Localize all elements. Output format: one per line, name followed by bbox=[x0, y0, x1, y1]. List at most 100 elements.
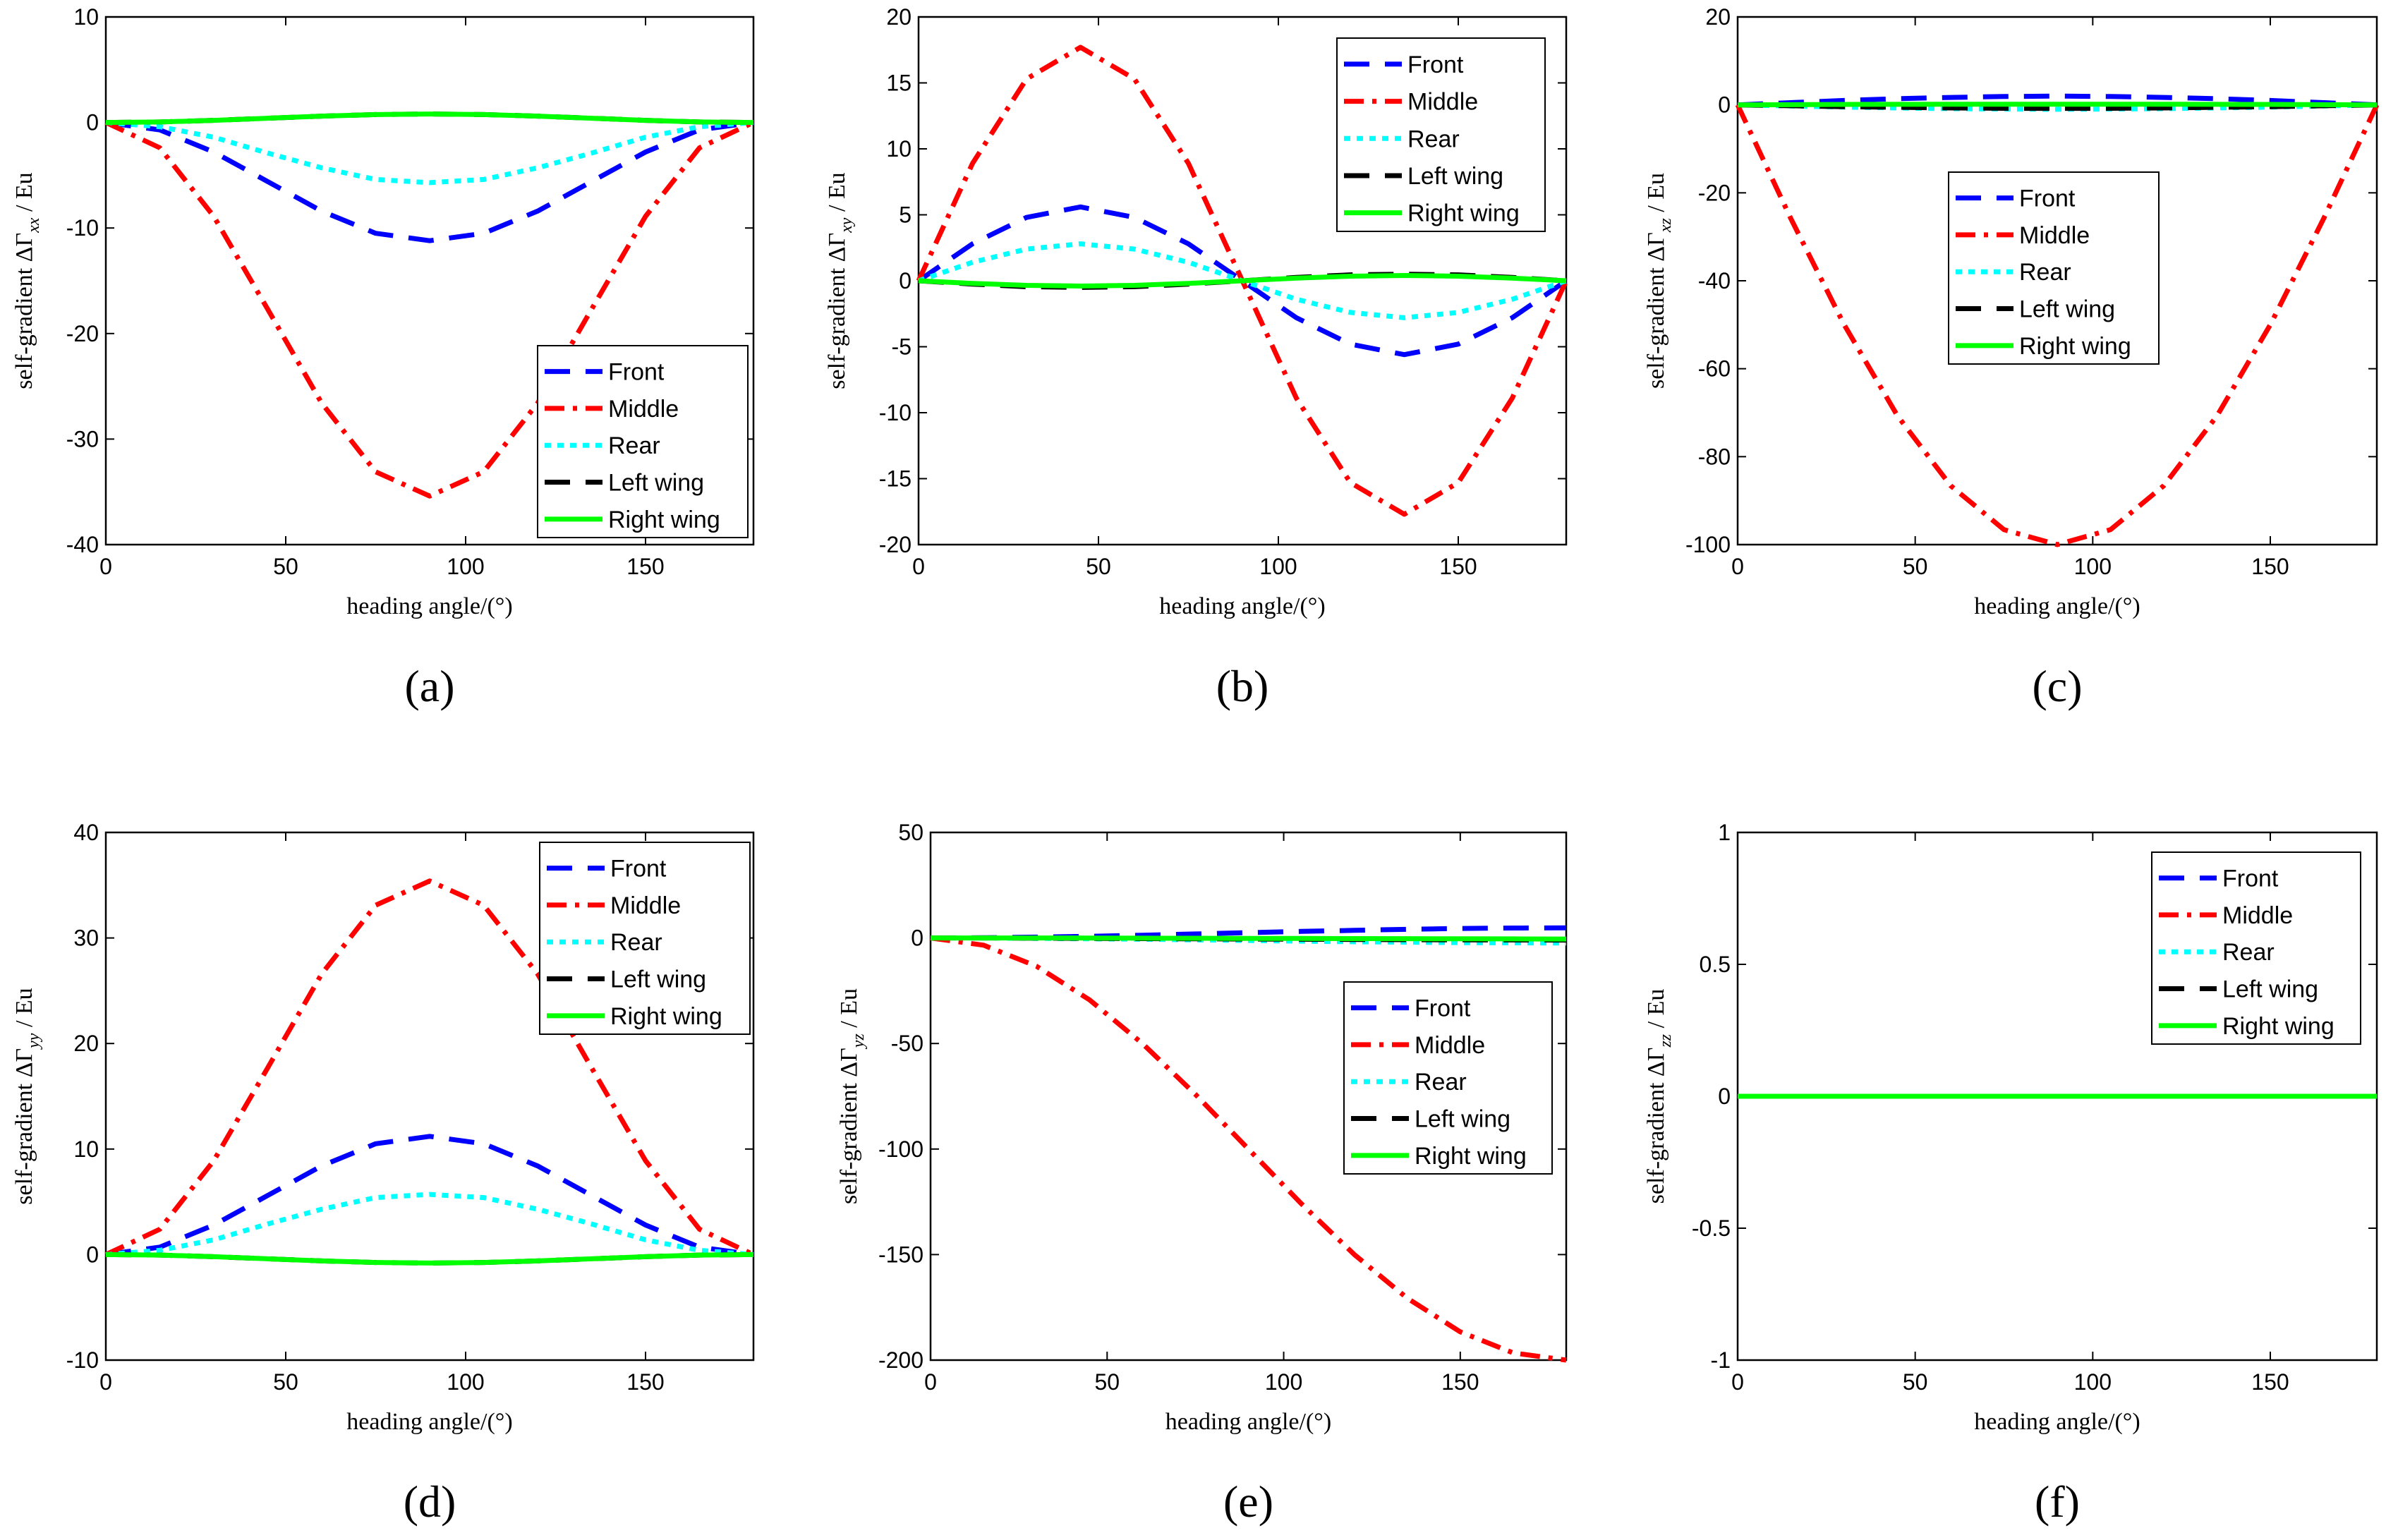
legend-label-front: Front bbox=[608, 359, 665, 386]
y-tick-label: 0.5 bbox=[1700, 952, 1731, 977]
x-tick-label: 150 bbox=[1441, 1369, 1479, 1395]
legend-label-rear: Rear bbox=[2222, 939, 2275, 966]
y-tick-label: 10 bbox=[73, 4, 99, 30]
y-tick-label: 0 bbox=[86, 1242, 99, 1267]
series-line-front bbox=[105, 120, 754, 243]
y-tick-label: 0 bbox=[911, 926, 923, 951]
series-line-middle bbox=[104, 120, 755, 499]
legend-label-front: Front bbox=[1415, 995, 1471, 1022]
legend-label-middle: Middle bbox=[2222, 902, 2293, 929]
y-tick-label: -100 bbox=[878, 1136, 923, 1162]
x-tick-label: 50 bbox=[1094, 1369, 1120, 1395]
x-axis-label: heading angle/(°) bbox=[1159, 593, 1325, 619]
legend-label-front: Front bbox=[1407, 51, 1464, 78]
x-tick-label: 0 bbox=[99, 1369, 112, 1395]
x-tick-label: 50 bbox=[273, 554, 298, 579]
legend-label-right-wing: Right wing bbox=[2019, 333, 2131, 360]
legend-label-middle: Middle bbox=[1407, 89, 1478, 116]
x-tick-label: 0 bbox=[1731, 554, 1744, 579]
x-tick-label: 100 bbox=[447, 554, 484, 579]
legend-box bbox=[539, 842, 751, 1035]
y-tick-label: 0 bbox=[899, 268, 912, 293]
y-tick-label: 30 bbox=[73, 926, 99, 951]
x-tick-label: 50 bbox=[1903, 554, 1928, 579]
legend-label-left-wing: Left wing bbox=[2019, 296, 2115, 323]
y-tick-label: -200 bbox=[878, 1347, 923, 1373]
x-tick-label: 150 bbox=[626, 1369, 664, 1395]
y-tick-label: -20 bbox=[879, 532, 912, 557]
x-tick-label: 100 bbox=[2074, 1369, 2112, 1395]
legend: Front Middle Rear Left wing Right wing bbox=[539, 842, 751, 1035]
x-tick-label: 100 bbox=[1259, 554, 1297, 579]
x-axis-label: heading angle/(°) bbox=[1974, 1409, 2140, 1435]
x-tick-label: 50 bbox=[273, 1369, 298, 1395]
x-tick-label: 100 bbox=[2074, 554, 2112, 579]
y-axis-label: self-gradient ΔΓzz / Eu bbox=[1643, 989, 1675, 1204]
x-tick-label: 50 bbox=[1086, 554, 1111, 579]
y-tick-label: -15 bbox=[879, 466, 912, 492]
y-tick-label: -40 bbox=[1698, 268, 1731, 293]
legend-label-right-wing: Right wing bbox=[2222, 1013, 2334, 1040]
y-axis-label: self-gradient ΔΓxx / Eu bbox=[11, 172, 43, 389]
chart-panel-c: 0 50 100 150 -100 -80 -60 -40 -20 0 20 heading angl… bbox=[1643, 4, 2380, 711]
y-tick-label: 50 bbox=[898, 820, 923, 845]
series-line-rear bbox=[105, 120, 754, 186]
legend: Front Middle Rear Left wing Right wing bbox=[2151, 851, 2361, 1045]
y-tick-label: -50 bbox=[891, 1031, 923, 1056]
legend-label-rear: Rear bbox=[2019, 259, 2071, 286]
x-tick-label: 150 bbox=[2251, 554, 2289, 579]
legend-label-rear: Rear bbox=[1415, 1069, 1467, 1096]
legend-label-front: Front bbox=[2019, 186, 2076, 212]
y-tick-label: -40 bbox=[66, 532, 99, 557]
y-tick-label: -10 bbox=[66, 215, 99, 241]
y-tick-label: -5 bbox=[892, 334, 912, 360]
y-tick-label: -10 bbox=[66, 1347, 99, 1373]
y-tick-label: -20 bbox=[66, 321, 99, 346]
legend-label-front: Front bbox=[610, 856, 667, 883]
panel-label: (f) bbox=[2035, 1477, 2080, 1527]
legend-label-rear: Rear bbox=[610, 929, 662, 956]
y-tick-label: -0.5 bbox=[1692, 1215, 1731, 1241]
y-tick-label: -60 bbox=[1698, 356, 1731, 382]
legend-box bbox=[1343, 981, 1553, 1175]
series-line-front bbox=[1737, 93, 2378, 108]
legend-label-right-wing: Right wing bbox=[608, 507, 720, 533]
panel-label: (a) bbox=[404, 661, 454, 711]
series-line-right-wing bbox=[918, 273, 1567, 289]
series-line-front bbox=[917, 204, 1568, 358]
y-tick-label: -150 bbox=[878, 1242, 923, 1267]
panel-label: (b) bbox=[1216, 661, 1269, 711]
legend-label-front: Front bbox=[2222, 866, 2279, 892]
x-tick-label: 0 bbox=[1731, 1369, 1744, 1395]
panel-label: (d) bbox=[404, 1477, 456, 1527]
series-line-right-wing bbox=[105, 1251, 754, 1266]
legend: Front Middle Rear Left wing Right wing bbox=[1948, 171, 2160, 365]
legend-box bbox=[1336, 37, 1546, 232]
y-tick-label: 10 bbox=[73, 1136, 99, 1162]
legend-label-middle: Middle bbox=[2019, 222, 2090, 249]
chart-panel-b: 0 50 100 150 -20 -15 -10 -5 0 5 10 15 20 heading angl… bbox=[824, 4, 1569, 711]
y-tick-label: -30 bbox=[66, 426, 99, 451]
y-tick-label: 1 bbox=[1718, 820, 1731, 845]
y-tick-label: -1 bbox=[1711, 1347, 1731, 1373]
y-tick-label: -20 bbox=[1698, 180, 1731, 205]
legend-label-middle: Middle bbox=[610, 892, 681, 919]
x-axis-label: heading angle/(°) bbox=[346, 593, 512, 619]
x-tick-label: 150 bbox=[2251, 1369, 2289, 1395]
legend-label-rear: Rear bbox=[1407, 126, 1460, 152]
y-tick-label: 10 bbox=[886, 136, 912, 162]
y-tick-label: 20 bbox=[886, 4, 912, 30]
x-tick-label: 100 bbox=[447, 1369, 484, 1395]
legend-label-left-wing: Left wing bbox=[2222, 976, 2318, 1003]
series-line-right-wing bbox=[1737, 102, 2378, 108]
x-tick-label: 50 bbox=[1903, 1369, 1928, 1395]
legend-box bbox=[2151, 851, 2361, 1045]
series-line-middle bbox=[930, 935, 1567, 1363]
y-tick-label: 40 bbox=[73, 820, 99, 845]
series-line-middle bbox=[1735, 104, 2380, 547]
legend-label-middle: Middle bbox=[1415, 1032, 1485, 1059]
y-tick-label: 0 bbox=[1718, 92, 1731, 118]
x-axis-label: heading angle/(°) bbox=[346, 1409, 512, 1435]
